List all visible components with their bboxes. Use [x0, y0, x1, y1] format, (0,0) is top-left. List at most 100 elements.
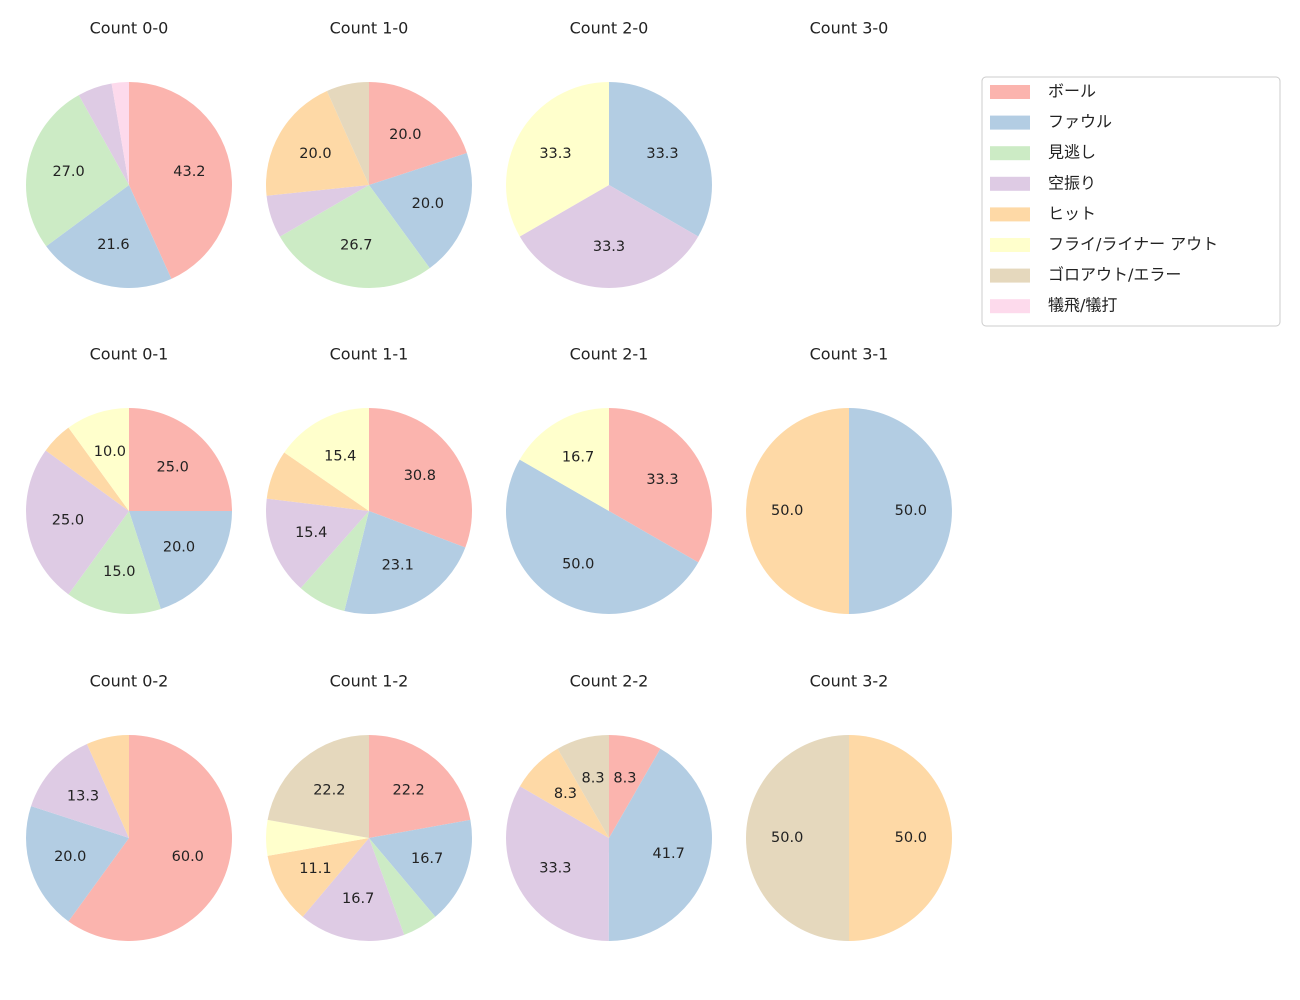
slice-label: 10.0: [94, 444, 126, 460]
legend-swatch: [990, 268, 1030, 283]
slice-label: 27.0: [52, 164, 84, 180]
legend-label: ゴロアウト/エラー: [1048, 265, 1181, 284]
pie-slice: [129, 511, 232, 609]
pie-slice: [279, 185, 430, 289]
legend-swatch: [990, 238, 1030, 252]
pie-slice: [267, 838, 369, 917]
slice-label: 60.0: [172, 849, 204, 865]
pie-slice: [369, 82, 467, 185]
pie-slice: [369, 153, 472, 269]
legend-box: [981, 76, 1281, 327]
chart-title: Count 1-0: [330, 19, 409, 38]
pie-slice: [369, 735, 471, 838]
chart-title: Count 0-1: [90, 345, 169, 364]
pie-slice: [505, 786, 609, 941]
slice-label: 33.3: [646, 146, 678, 162]
legend-swatch: [990, 299, 1030, 314]
pie-slice: [86, 735, 129, 838]
slice-label: 33.3: [646, 472, 678, 488]
slice-label: 16.7: [562, 450, 594, 466]
slice-label: 25.0: [157, 459, 189, 475]
pie-slice: [369, 838, 436, 935]
pie-slice: [609, 82, 712, 237]
pie-slice: [266, 185, 369, 237]
pie-slice: [266, 90, 369, 196]
slice-label: 8.3: [582, 770, 605, 786]
legend-swatch: [990, 85, 1030, 99]
slice-label: 22.2: [393, 783, 425, 799]
slice-label: 30.8: [404, 468, 436, 484]
pie-slice: [68, 408, 129, 511]
pie-slice: [25, 450, 129, 595]
slice-label: 50.0: [771, 830, 803, 846]
pie-slice: [746, 735, 849, 941]
pie-slice: [609, 735, 661, 838]
slice-label: 15.4: [295, 525, 327, 541]
pie-slice: [68, 511, 161, 614]
pie-slice: [78, 83, 129, 185]
slice-label: 11.1: [299, 861, 331, 877]
legend-label: 空振り: [1048, 173, 1096, 192]
chart-title: Count 2-0: [570, 19, 649, 38]
legend-swatch: [990, 115, 1030, 130]
legend-label: 犠飛/犠打: [1048, 296, 1117, 315]
pie-slice: [557, 735, 609, 838]
pie-slice: [45, 427, 129, 511]
slice-label: 43.2: [173, 164, 205, 180]
slice-label: 16.7: [342, 891, 374, 907]
pie-slice: [26, 806, 130, 922]
pie-slice: [284, 408, 369, 511]
slice-label: 20.0: [389, 127, 421, 143]
pie-slice: [505, 459, 699, 614]
pie-slice: [111, 82, 129, 185]
slice-label: 33.3: [539, 861, 571, 877]
chart-title: Count 2-2: [570, 672, 649, 691]
pie-slice: [519, 408, 609, 511]
legend-swatch: [990, 176, 1030, 191]
legend-label: ボール: [1048, 82, 1096, 101]
pie-slice: [129, 82, 232, 279]
pie-slice: [609, 408, 712, 563]
pie-slice: [267, 735, 369, 838]
pie-slice: [849, 408, 952, 614]
pie-slice: [608, 748, 713, 942]
slice-label: 20.0: [163, 539, 195, 555]
legend-label: 見逃し: [1048, 143, 1096, 162]
chart-title: Count 1-2: [330, 672, 409, 691]
pie-slice: [344, 511, 466, 615]
pie-slice: [266, 452, 369, 511]
slice-label: 20.0: [54, 849, 86, 865]
slice-label: 15.4: [324, 448, 356, 464]
pie-slice: [266, 498, 369, 589]
legend-label: ファウル: [1048, 112, 1112, 131]
chart-title: Count 3-1: [810, 345, 889, 364]
pie-slice: [25, 95, 129, 247]
pie-slice: [369, 408, 472, 548]
slice-label: 33.3: [593, 239, 625, 255]
slice-label: 50.0: [895, 503, 927, 519]
legend-label: ヒット: [1048, 204, 1096, 223]
slice-label: 8.3: [554, 786, 577, 802]
pie-slice: [302, 838, 405, 941]
pie-slice: [266, 819, 369, 856]
chart-title: Count 1-1: [330, 345, 409, 364]
pie-slice: [519, 748, 609, 838]
chart-title: Count 2-1: [570, 345, 649, 364]
pie-slice: [46, 185, 172, 288]
pie-slice: [506, 82, 609, 237]
slice-label: 15.0: [103, 564, 135, 580]
pie-slice: [300, 511, 369, 612]
pie-slice: [31, 743, 129, 838]
slice-label: 50.0: [895, 830, 927, 846]
slice-label: 25.0: [52, 513, 84, 529]
slice-label: 20.0: [299, 146, 331, 162]
chart-title: Count 0-0: [90, 19, 169, 38]
chart-title: Count 3-2: [810, 672, 889, 691]
pie-slice: [849, 735, 952, 941]
chart-title: Count 0-2: [90, 672, 169, 691]
pie-slice: [129, 408, 232, 511]
slice-label: 22.2: [313, 783, 345, 799]
